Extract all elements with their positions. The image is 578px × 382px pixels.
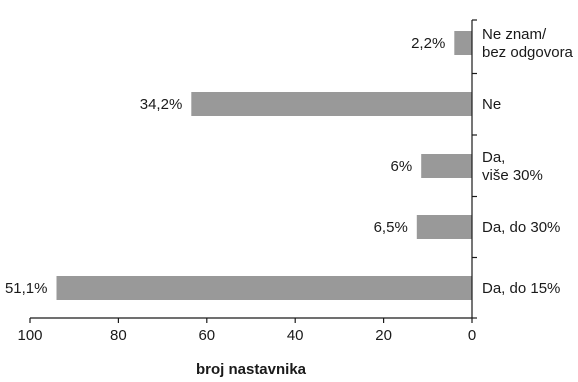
category-label-1-line-1: Ne znam/ (482, 26, 547, 43)
category-label-5-line-1: Da, do 15% (482, 280, 560, 297)
category-label-1-line-2: bez odgovora (482, 44, 574, 61)
value-label-3: 6% (391, 158, 413, 175)
category-label-3-line-1: Da, (482, 149, 505, 166)
category-label-2-line-1: Ne (482, 96, 501, 113)
x-axis-label: broj nastavnika (196, 361, 307, 378)
bar-2 (191, 92, 473, 116)
category-label-4-line-1: Da, do 30% (482, 219, 560, 236)
bar-1 (454, 31, 472, 55)
value-label-1: 2,2% (411, 35, 445, 52)
bar-4 (416, 215, 473, 239)
value-label-2: 34,2% (140, 96, 183, 113)
value-label-4: 6,5% (374, 219, 408, 236)
x-tick-label-5: 20 (375, 327, 392, 344)
x-tick-label-6: 0 (468, 327, 476, 344)
x-tick-label-1: 100 (17, 327, 42, 344)
category-label-3-line-2: više 30% (482, 167, 543, 184)
bars-group (56, 31, 473, 300)
bar-5 (56, 276, 472, 300)
bar-3 (421, 154, 472, 178)
x-tick-label-3: 60 (198, 327, 215, 344)
x-tick-label-4: 40 (287, 327, 304, 344)
x-tick-label-2: 80 (110, 327, 127, 344)
value-labels-group: 2,2% 34,2% 6% 6,5% 51,1% (5, 35, 445, 297)
x-ticks-group: 100 80 60 40 20 0 (17, 318, 476, 344)
axes-group (30, 19, 477, 319)
category-labels-group: Ne znam/bez odgovora Ne Da,više 30% Da, do … (482, 26, 574, 297)
value-label-5: 51,1% (5, 280, 48, 297)
